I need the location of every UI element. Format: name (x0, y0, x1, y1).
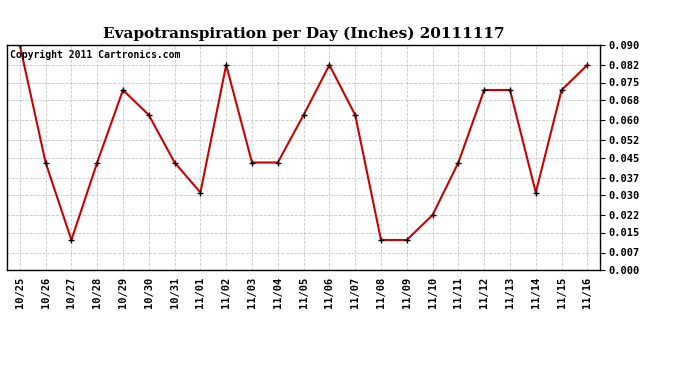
Title: Evapotranspiration per Day (Inches) 20111117: Evapotranspiration per Day (Inches) 2011… (103, 27, 504, 41)
Text: Copyright 2011 Cartronics.com: Copyright 2011 Cartronics.com (10, 50, 180, 60)
